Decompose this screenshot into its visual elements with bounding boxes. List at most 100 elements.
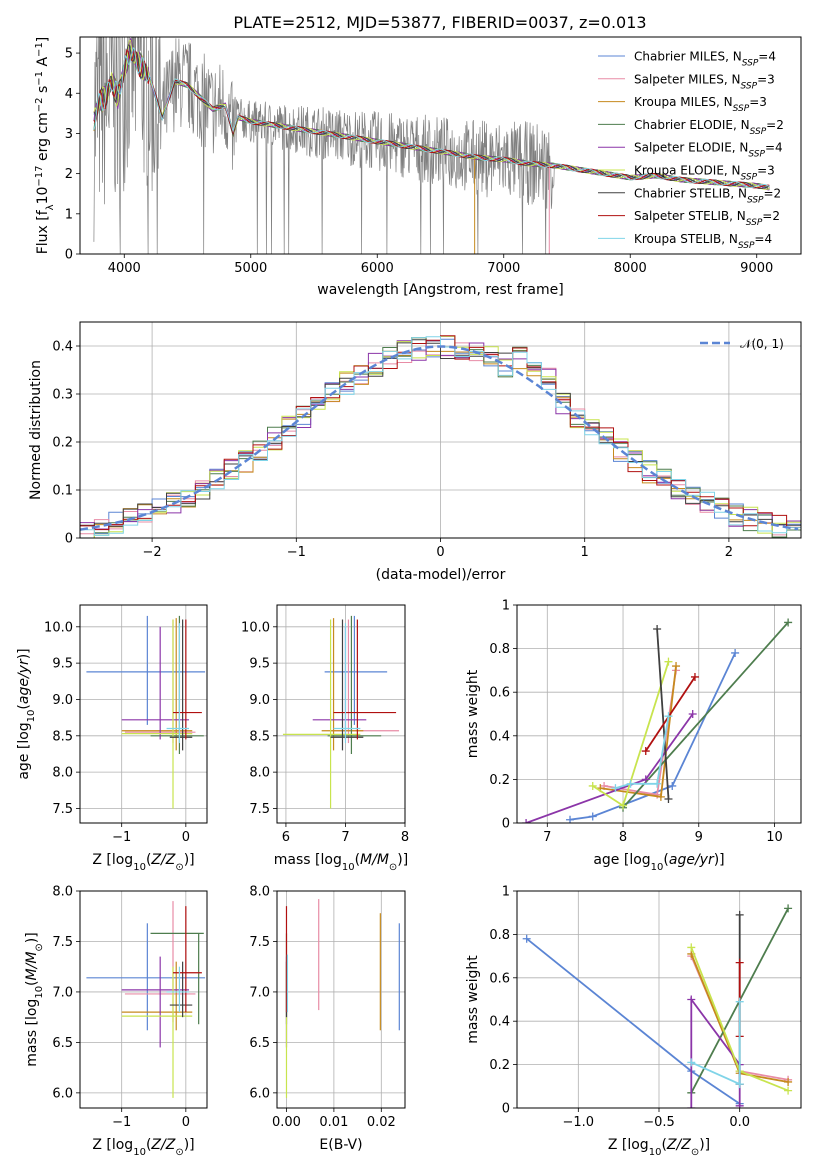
- y-tick-label: 8.0: [249, 885, 270, 900]
- y-tick-label: 9.5: [52, 657, 73, 672]
- legend-normal-label: 𝒩(0, 1): [740, 337, 784, 351]
- legend-entry: Salpeter MILES, NSSP=3: [634, 72, 775, 91]
- grid-lines: [277, 605, 406, 823]
- y-tick-label: 0.6: [489, 686, 510, 701]
- legend-nssp: =4: [758, 50, 776, 64]
- axes-frame: [79, 604, 208, 824]
- series-line: [569, 652, 736, 821]
- series-marker: [687, 995, 696, 1004]
- axes-overlay: 0.00 0.01 0.02 6.0 6.5 7.0 7.5 8.0 E(B-V): [249, 885, 406, 1153]
- legend-subscript: SSP: [733, 104, 750, 114]
- axes-weight_vs_Z: −1.0 −0.5 0.0 0 0.2 0.4 0.6 0.8 1 Z [log10(Z/Z⊙)]…: [465, 885, 802, 1158]
- axis-label-part: −1: [34, 42, 45, 57]
- errorbar-kroupa-elodie: [121, 619, 193, 809]
- errorbar-kroupa-miles: [121, 618, 193, 751]
- y-tick-label: 0.4: [489, 1015, 510, 1030]
- x-tick-label: 0: [182, 1115, 190, 1130]
- errorbar-chabrier-miles: [86, 923, 206, 1031]
- y-tick-label: 6.5: [52, 1036, 73, 1051]
- x-tick-label: 9000: [740, 261, 773, 276]
- y-tick-label: 10.0: [241, 620, 270, 635]
- series-chabrier-miles: [566, 648, 740, 823]
- axes-frame: [516, 604, 802, 824]
- y-tick-label: 0: [65, 532, 73, 547]
- legend-entry: Chabrier MILES, NSSP=4: [634, 50, 776, 69]
- series-marker: [656, 792, 665, 801]
- x-tick-label: 4000: [108, 261, 141, 276]
- series-marker: [687, 1058, 696, 1067]
- series-marker: [611, 784, 620, 793]
- series-marker: [522, 819, 531, 823]
- x-tick-label: 6: [282, 830, 290, 845]
- x-tick-label: 1: [581, 545, 589, 560]
- legend-label: Chabrier ELODIE, N: [634, 118, 750, 132]
- y-tick-label: 8.0: [52, 885, 73, 900]
- figure-title: PLATE=2512, MJD=53877, FIBERID=0037, z=0…: [233, 13, 646, 32]
- x-tick-label: 8: [619, 830, 627, 845]
- series-line: [622, 621, 789, 809]
- hist-kroupa-stelib: [80, 336, 801, 536]
- x-axis-label: age [log10(age/yr)]: [593, 852, 724, 873]
- errorbar-kroupa-stelib: [166, 966, 190, 1013]
- x-axis-label: E(B-V): [319, 1137, 362, 1153]
- legend-nssp: =3: [757, 72, 775, 86]
- axis-label-part: )]: [184, 1137, 195, 1153]
- axis-label-part: M/M: [24, 952, 40, 981]
- legend-entry: Kroupa MILES, NSSP=3: [634, 95, 767, 114]
- series-marker: [784, 1086, 793, 1095]
- axis-label-part: −2: [34, 97, 45, 112]
- axis-label-part: (: [146, 852, 151, 868]
- x-tick-label: 7: [341, 830, 349, 845]
- series-marker: [566, 815, 575, 823]
- y-tick-label: 0: [502, 1102, 510, 1117]
- series-marker: [619, 801, 628, 810]
- series-marker: [626, 779, 635, 788]
- legend-subscript: SSP: [746, 218, 763, 228]
- plot-area: [93, 37, 770, 254]
- axis-label-part: age [log: [16, 722, 32, 779]
- errorbar-kroupa-miles: [121, 961, 193, 1031]
- axis-label-part: (: [146, 1137, 151, 1153]
- y-tick-label: 7.5: [249, 935, 270, 950]
- axis-label-part: )]: [16, 648, 32, 659]
- axes-mass_vs_Z: −1 06.06.57.07.58.0Z [log10(Z/Z⊙)]mass [l…: [24, 885, 208, 1158]
- y-tick-label: 0.8: [489, 928, 510, 943]
- errorbar-salpeter-stelib: [333, 619, 397, 740]
- axis-label-part: mass [log: [24, 999, 40, 1067]
- series-kroupa-stelib: [687, 997, 744, 1089]
- series-marker: [664, 712, 673, 721]
- x-tick-label: 7: [543, 830, 551, 845]
- legend-subscript: SSP: [742, 59, 759, 69]
- normal-curve: [80, 345, 799, 531]
- x-tick-label: −1: [287, 545, 306, 560]
- series-marker: [641, 775, 650, 784]
- axis-label-part: )]: [184, 852, 195, 868]
- axis-label-part: )]: [24, 932, 40, 943]
- axis-label-part: erg cm: [35, 112, 51, 165]
- x-tick-label: 5000: [234, 261, 267, 276]
- axes-overlay: −1 06.06.57.07.58.0Z [log10(Z/Z⊙)]mass [l…: [24, 885, 208, 1158]
- grid-lines: [277, 890, 405, 1108]
- axis-label-part: Flux [f: [35, 209, 51, 254]
- errorbar-salpeter-elodie: [121, 956, 190, 1048]
- errorbar-salpeter-stelib: [173, 906, 202, 1013]
- x-tick-label: 7000: [487, 261, 520, 276]
- series-marker: [690, 672, 699, 681]
- x-tick-label: −1: [112, 1115, 131, 1130]
- x-tick-label: 8000: [614, 261, 647, 276]
- y-tick-label: 8.5: [249, 729, 270, 744]
- y-tick-label: 0.6: [489, 971, 510, 986]
- series-marker: [784, 1077, 793, 1086]
- legend-nssp: =2: [762, 209, 780, 223]
- grid-lines: [80, 605, 207, 823]
- axis-label-part: mass [log: [274, 852, 342, 868]
- errorbar-kroupa-stelib: [333, 623, 361, 744]
- series-marker: [735, 997, 744, 1006]
- legend-label: Kroupa MILES, N: [634, 95, 733, 109]
- y-axis-label: mass weight: [465, 955, 481, 1044]
- legend-nssp: =3: [749, 95, 767, 109]
- plot-area: [86, 901, 206, 1098]
- y-tick-label: 0.4: [52, 340, 73, 355]
- y-tick-label: 0: [65, 248, 73, 263]
